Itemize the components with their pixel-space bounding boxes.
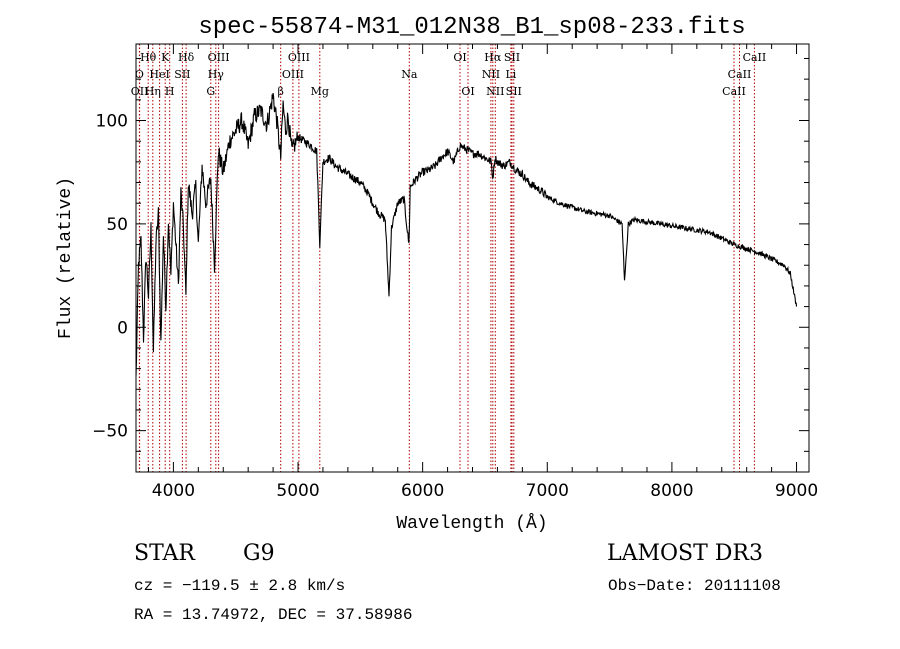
line-label-SII-a: SII: [504, 51, 520, 64]
x-tick-label: 4000: [152, 481, 195, 501]
line-label-Mg: Mg: [311, 85, 329, 98]
line-label-O-a: O: [135, 68, 144, 81]
y-axis-label: Flux (relative): [56, 177, 76, 339]
line-label-CaII-c: CaII: [722, 85, 746, 98]
coordinates-text: RA = 13.74972, DEC = 37.58986: [134, 606, 412, 624]
subclass-label: G9: [243, 541, 275, 566]
line-label-H-epsilon: H: [165, 85, 175, 98]
class-label: STAR: [134, 541, 196, 566]
line-label-OIII-c: OIII: [282, 68, 304, 81]
x-axis-ticks: 4000 5000 6000 7000 8000 9000: [147, 44, 818, 501]
line-label-CaII-a: CaII: [743, 51, 767, 64]
line-label-H-theta: Hθ: [140, 51, 157, 64]
x-axis-label: Wavelength (Å): [396, 513, 547, 534]
plot-area: [135, 93, 798, 377]
line-label-CaII-b: CaII: [728, 68, 752, 81]
obs-date-text: Obs−Date: 20111108: [608, 577, 781, 595]
spectrum-line: [135, 93, 798, 377]
line-label-OIII-b: OIII: [288, 51, 310, 64]
y-axis-ticks: −50 0 50 100: [92, 57, 809, 452]
line-label-Na: Na: [401, 68, 418, 81]
chart-title: spec-55874-M31_012N38_B1_sp08-233.fits: [198, 14, 745, 41]
x-tick-label: 5000: [276, 481, 319, 501]
y-tick-label: 0: [117, 318, 128, 338]
x-tick-label: 9000: [775, 481, 818, 501]
plot-frame: [135, 43, 810, 473]
x-tick-label: 6000: [401, 481, 444, 501]
line-label-H-beta: β: [278, 85, 284, 98]
line-label-OI-a: OI: [453, 51, 466, 64]
x-tick-label: 8000: [650, 481, 693, 501]
line-label-NII-a: NII: [482, 68, 500, 81]
survey-label: LAMOST DR3: [607, 541, 763, 566]
x-tick-label: 7000: [526, 481, 569, 501]
line-label-H-eta: Hη: [145, 85, 161, 98]
y-tick-label: 100: [96, 112, 128, 132]
line-label-H-delta: Hδ: [178, 51, 195, 64]
line-label-G: G: [206, 85, 215, 98]
line-label-K: K: [161, 51, 170, 64]
line-label-SII-c: SII: [506, 85, 522, 98]
line-label-OII: OII: [131, 85, 149, 98]
line-label-H-alpha: Hα: [484, 51, 502, 64]
redshift-text: cz = −119.5 ± 2.8 km/s: [134, 577, 345, 595]
y-tick-label: 50: [106, 215, 128, 235]
y-tick-label: −50: [92, 422, 128, 442]
line-label-H-gamma: Hγ: [208, 68, 225, 81]
line-label-Li: Li: [505, 68, 516, 81]
line-label-NII-b: NII: [486, 85, 504, 98]
line-label-HeI: HeI: [149, 68, 169, 81]
line-label-SII-b: SII: [174, 68, 190, 81]
line-label-OI-b: OI: [461, 85, 474, 98]
emission-line-markers: [138, 44, 755, 472]
line-label-OIII-a: OIII: [208, 51, 230, 64]
